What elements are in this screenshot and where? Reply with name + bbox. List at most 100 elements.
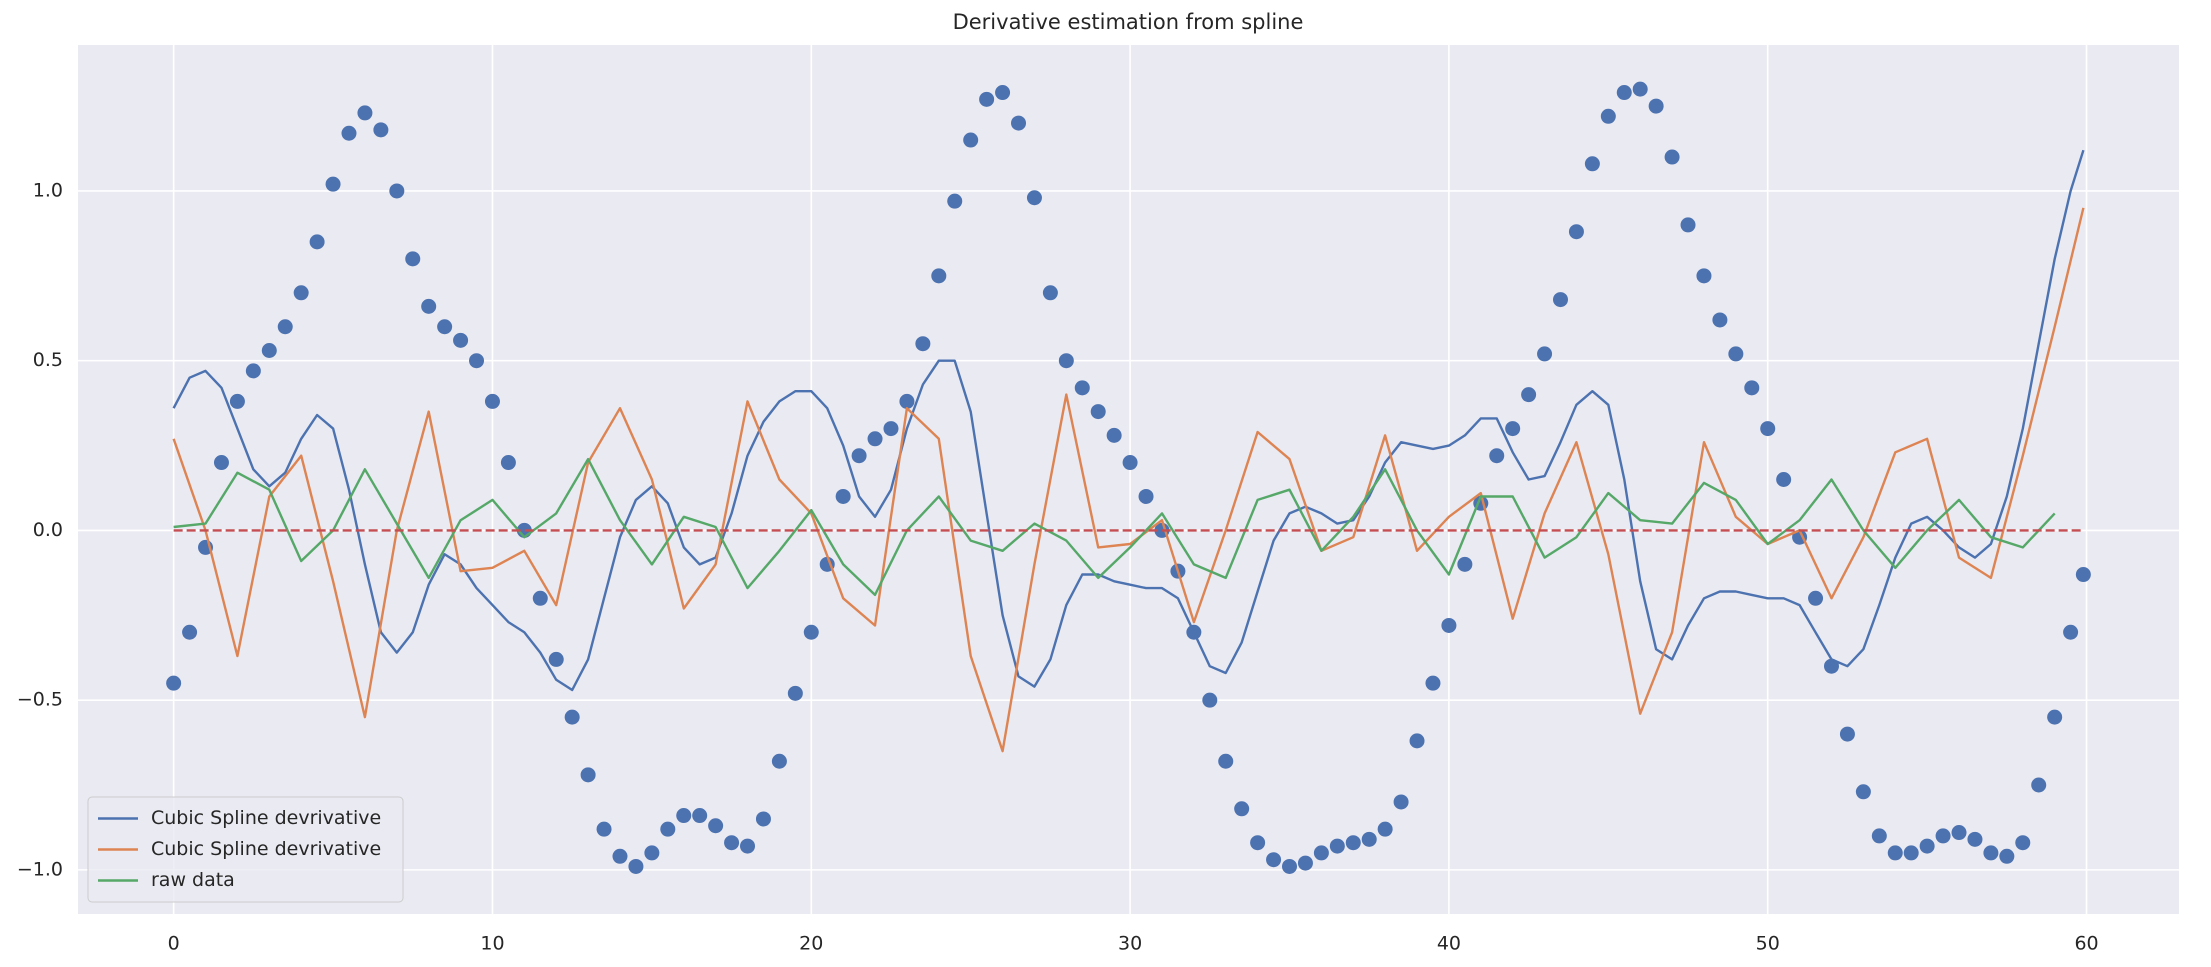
- scatter-point: [771, 753, 787, 769]
- scatter-point: [1377, 821, 1393, 837]
- scatter-point: [755, 811, 771, 827]
- scatter-point: [1648, 98, 1664, 114]
- scatter-point: [1776, 472, 1792, 487]
- scatter-point: [1106, 427, 1122, 443]
- scatter-point: [1282, 858, 1298, 874]
- line-series: [172, 149, 2085, 692]
- plot-area: [78, 45, 2179, 914]
- scatter-point: [644, 845, 660, 861]
- scatter-point: [995, 85, 1011, 101]
- scatter-point: [1457, 556, 1473, 572]
- scatter-point: [803, 624, 819, 640]
- scatter-point: [1234, 801, 1250, 817]
- y-tick-label: −0.5: [17, 689, 63, 711]
- scatter-point: [708, 818, 724, 834]
- scatter-point: [979, 91, 995, 107]
- scatter-point: [469, 353, 485, 369]
- line-series: [173, 457, 2056, 597]
- scatter-point: [628, 858, 644, 874]
- scatter-point: [1967, 831, 1983, 847]
- y-tick-label: −1.0: [17, 858, 63, 880]
- scatter-point: [500, 455, 516, 471]
- scatter-point: [357, 105, 373, 121]
- scatter-point: [277, 319, 293, 335]
- scatter-point: [1903, 845, 1919, 861]
- scatter-point: [1855, 784, 1871, 800]
- scatter-point: [1058, 353, 1074, 369]
- x-tick-label: 20: [799, 933, 823, 955]
- scatter-point: [851, 448, 867, 464]
- scatter-point: [405, 251, 421, 267]
- scatter-point: [309, 234, 325, 250]
- scatter-point: [1839, 726, 1855, 742]
- scatter-point: [1712, 312, 1728, 328]
- scatter-point: [963, 132, 979, 148]
- scatter-point: [1664, 149, 1680, 165]
- scatter-point: [1425, 675, 1441, 691]
- scatter-point: [2075, 567, 2091, 583]
- scatter-point: [660, 821, 676, 837]
- scatter-point: [947, 193, 963, 209]
- scatter-point: [1696, 268, 1712, 284]
- scatter-point: [787, 685, 803, 701]
- scatter-point: [580, 767, 596, 783]
- scatter-point: [1935, 828, 1951, 844]
- x-tick-label: 0: [168, 933, 180, 955]
- scatter-point: [1074, 380, 1090, 396]
- scatter-point: [229, 393, 245, 409]
- scatter-point: [1537, 346, 1553, 362]
- y-tick-label: 0.0: [33, 519, 63, 541]
- scatter-point: [1887, 845, 1903, 861]
- scatter-point: [1568, 224, 1584, 240]
- scatter-point: [596, 821, 612, 837]
- scatter-point: [1728, 346, 1744, 362]
- x-tick-label: 50: [1756, 933, 1780, 955]
- scatter-point: [1361, 831, 1377, 847]
- scatter-point: [1011, 115, 1027, 131]
- scatter-point: [1505, 421, 1521, 437]
- scatter-point: [915, 336, 931, 352]
- scatter-point: [245, 363, 261, 379]
- scatter-point: [1202, 692, 1218, 708]
- scatter-point: [166, 675, 182, 691]
- chart-title: Derivative estimation from spline: [953, 10, 1304, 34]
- scatter-point: [1122, 455, 1138, 471]
- scatter-point: [1042, 285, 1058, 301]
- scatter-point: [532, 590, 548, 606]
- scatter-point: [867, 431, 883, 447]
- scatter-point: [1871, 828, 1887, 844]
- legend-label: Cubic Spline devrivative: [151, 807, 381, 829]
- scatter-point: [1026, 190, 1042, 206]
- scatter-point: [724, 835, 740, 851]
- scatter-point: [1329, 838, 1345, 854]
- scatter-point: [1409, 733, 1425, 749]
- scatter-point: [1138, 488, 1154, 504]
- scatter-point: [1313, 845, 1329, 861]
- scatter-point: [2031, 777, 2047, 793]
- scatter-point: [740, 838, 756, 854]
- scatter-point: [2015, 835, 2031, 851]
- scatter-point: [1760, 421, 1776, 437]
- scatter-point: [835, 488, 851, 504]
- scatter-point: [293, 285, 309, 301]
- y-tick-label: 1.0: [33, 179, 63, 201]
- scatter-point: [1632, 81, 1648, 97]
- scatter-point: [325, 176, 341, 192]
- scatter-point: [1218, 753, 1234, 769]
- scatter-point: [421, 298, 437, 314]
- scatter-point: [1584, 156, 1600, 172]
- x-tick-label: 60: [2074, 933, 2098, 955]
- scatter-point: [453, 332, 469, 348]
- scatter-point: [373, 122, 389, 138]
- scatter-point: [1250, 835, 1266, 851]
- scatter-point: [564, 709, 580, 725]
- scatter-point: [1297, 855, 1313, 871]
- y-tick-label: 0.5: [33, 349, 63, 371]
- scatter-point: [1919, 838, 1935, 854]
- scatter-point: [1345, 835, 1361, 851]
- scatter-point: [676, 808, 692, 824]
- scatter-point: [389, 183, 405, 199]
- scatter-point: [883, 421, 899, 437]
- scatter-point: [1616, 85, 1632, 101]
- scatter-point: [692, 808, 708, 824]
